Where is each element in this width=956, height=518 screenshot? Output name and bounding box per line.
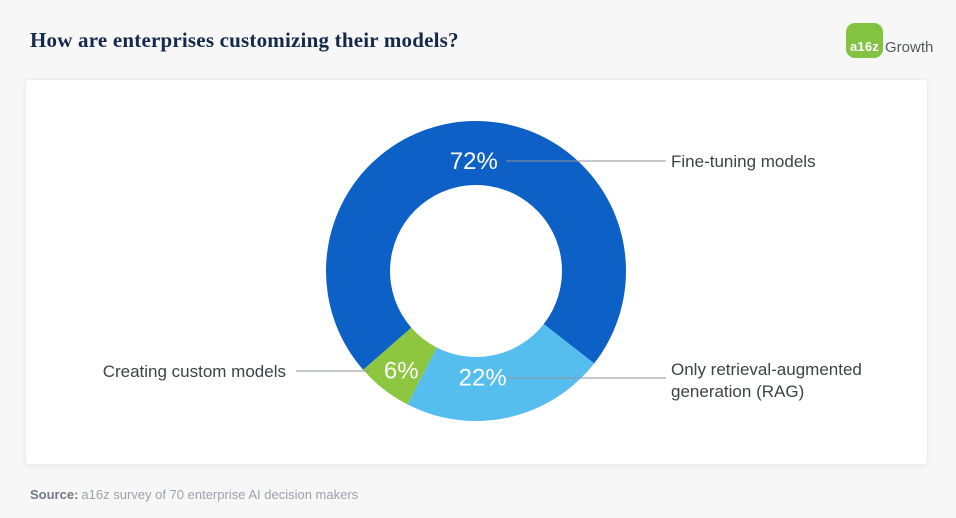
donut-segment-2 [326,120,627,370]
logo-growth-label: Growth [885,39,934,56]
donut-segment-0 [407,323,595,421]
a16z-logo: a16z [846,23,883,58]
callout-fine-tuning-models: Fine-tuning models [671,152,816,171]
callout-retrieval-augmented-generation: Only retrieval-augmented generation (RAG… [671,360,862,401]
a16z-logo-text: a16z [850,39,879,54]
source-note: Source: a16z survey of 70 enterprise AI d… [30,487,358,502]
segment-value-label-2: 72% [450,148,498,175]
source-text: a16z survey of 70 enterprise AI decision… [81,487,359,502]
donut-chart: 22% 6% 72% [296,120,666,421]
chart-card: 22% 6% 72% Fine-tuning models Only retriev… [25,79,928,465]
donut-segment-1 [363,327,437,405]
callout-creating-custom-models: Creating custom models [102,362,286,381]
segment-value-label-0: 22% [459,364,507,391]
source-label: Source: [30,487,79,502]
page-title: How are enterprises customizing their mo… [30,28,459,52]
segment-value-label-1: 6% [384,358,419,385]
